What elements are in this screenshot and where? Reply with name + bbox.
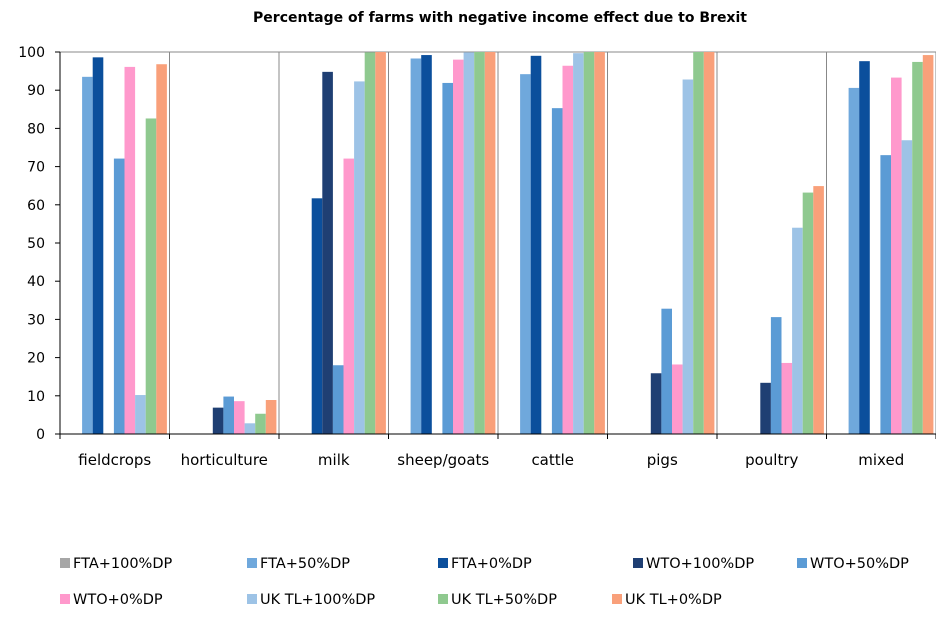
legend-label: FTA+100%DP [73, 556, 173, 572]
chart-title: Percentage of farms with negative income… [253, 10, 747, 26]
bar [781, 362, 793, 434]
legend-swatch [438, 558, 448, 568]
bar [135, 395, 146, 434]
legend-label: FTA+0%DP [451, 556, 532, 572]
bar [672, 364, 683, 434]
bar [562, 65, 574, 434]
legend-label: UK TL+0%DP [625, 592, 722, 608]
legend-swatch [633, 558, 643, 568]
legend-swatch [438, 594, 448, 604]
x-tick-label: milk [318, 451, 350, 469]
bar [891, 77, 902, 434]
bar [848, 87, 860, 434]
bar [442, 82, 453, 434]
bar [113, 158, 125, 434]
y-tick-label: 30 [27, 312, 45, 328]
y-tick-label: 50 [27, 236, 45, 252]
legend-swatch [247, 594, 257, 604]
bar [421, 55, 432, 435]
legend-swatch [247, 558, 257, 568]
x-tick-label: horticulture [181, 451, 268, 469]
bar [682, 79, 694, 434]
bar [212, 407, 224, 434]
y-tick-label: 80 [27, 121, 45, 137]
bar [244, 423, 256, 434]
bar [880, 155, 891, 434]
x-tick-label: poultry [745, 451, 798, 469]
legend-label: UK TL+100%DP [260, 592, 375, 608]
bar [760, 382, 771, 434]
x-tick-label: pigs [647, 451, 678, 469]
bar [813, 186, 824, 434]
legend-label: WTO+0%DP [73, 592, 163, 608]
bar [223, 396, 234, 434]
y-tick-label: 70 [27, 160, 45, 176]
bar [311, 198, 323, 434]
bar [922, 55, 934, 435]
legend-swatch [60, 558, 70, 568]
legend-label: WTO+50%DP [810, 556, 909, 572]
bar [332, 365, 344, 434]
bar [573, 53, 584, 435]
legend-swatch [60, 594, 70, 604]
bar [124, 66, 136, 435]
axis-layer: 0 10 20 30 40 50 60 70 80 90 100 fieldcrops horticul… [18, 45, 936, 469]
x-tick-label: fieldcrops [78, 451, 151, 469]
legend-label: WTO+100%DP [646, 556, 754, 572]
bar [912, 61, 923, 435]
bar [583, 52, 595, 434]
bar [92, 57, 104, 434]
bar [650, 373, 662, 434]
y-tick-label: 0 [36, 427, 45, 443]
bar [453, 59, 464, 434]
y-tick-label: 100 [18, 45, 45, 61]
bar [693, 52, 704, 434]
legend-label: UK TL+50%DP [451, 592, 557, 608]
bar [364, 52, 376, 434]
y-tick-label: 90 [27, 83, 45, 99]
bar [234, 401, 245, 434]
bars-layer [82, 52, 934, 435]
bar [82, 76, 93, 434]
bar [520, 74, 531, 434]
bar [145, 118, 157, 434]
bar [354, 81, 365, 434]
bar [343, 158, 355, 434]
y-tick-label: 10 [27, 389, 45, 405]
bar [375, 52, 386, 434]
y-tick-label: 60 [27, 198, 45, 214]
bar [703, 52, 715, 434]
bar [859, 61, 870, 435]
bar [474, 52, 485, 434]
bar [901, 140, 913, 435]
x-tick-label: mixed [858, 451, 904, 469]
bar [770, 317, 782, 434]
bar [463, 52, 475, 434]
bar [792, 227, 803, 434]
bar [594, 52, 605, 434]
bar [661, 308, 672, 434]
bar [802, 192, 814, 434]
legend: FTA+100%DP FTA+50%DP FTA+0%DP WTO+100%DP WTO… [60, 556, 909, 608]
y-tick-label: 20 [27, 351, 45, 367]
x-tick-label: sheep/goats [397, 451, 489, 469]
legend-swatch [612, 594, 622, 604]
bar [322, 71, 333, 435]
y-tick-label: 40 [27, 274, 45, 290]
bar [265, 400, 277, 434]
x-tick-label: cattle [531, 451, 574, 469]
bar [484, 52, 496, 434]
bar [156, 64, 167, 434]
bar [255, 413, 266, 434]
legend-label: FTA+50%DP [260, 556, 350, 572]
bar [410, 58, 422, 435]
bar [551, 108, 563, 435]
legend-swatch [797, 558, 807, 568]
bar [530, 55, 542, 434]
